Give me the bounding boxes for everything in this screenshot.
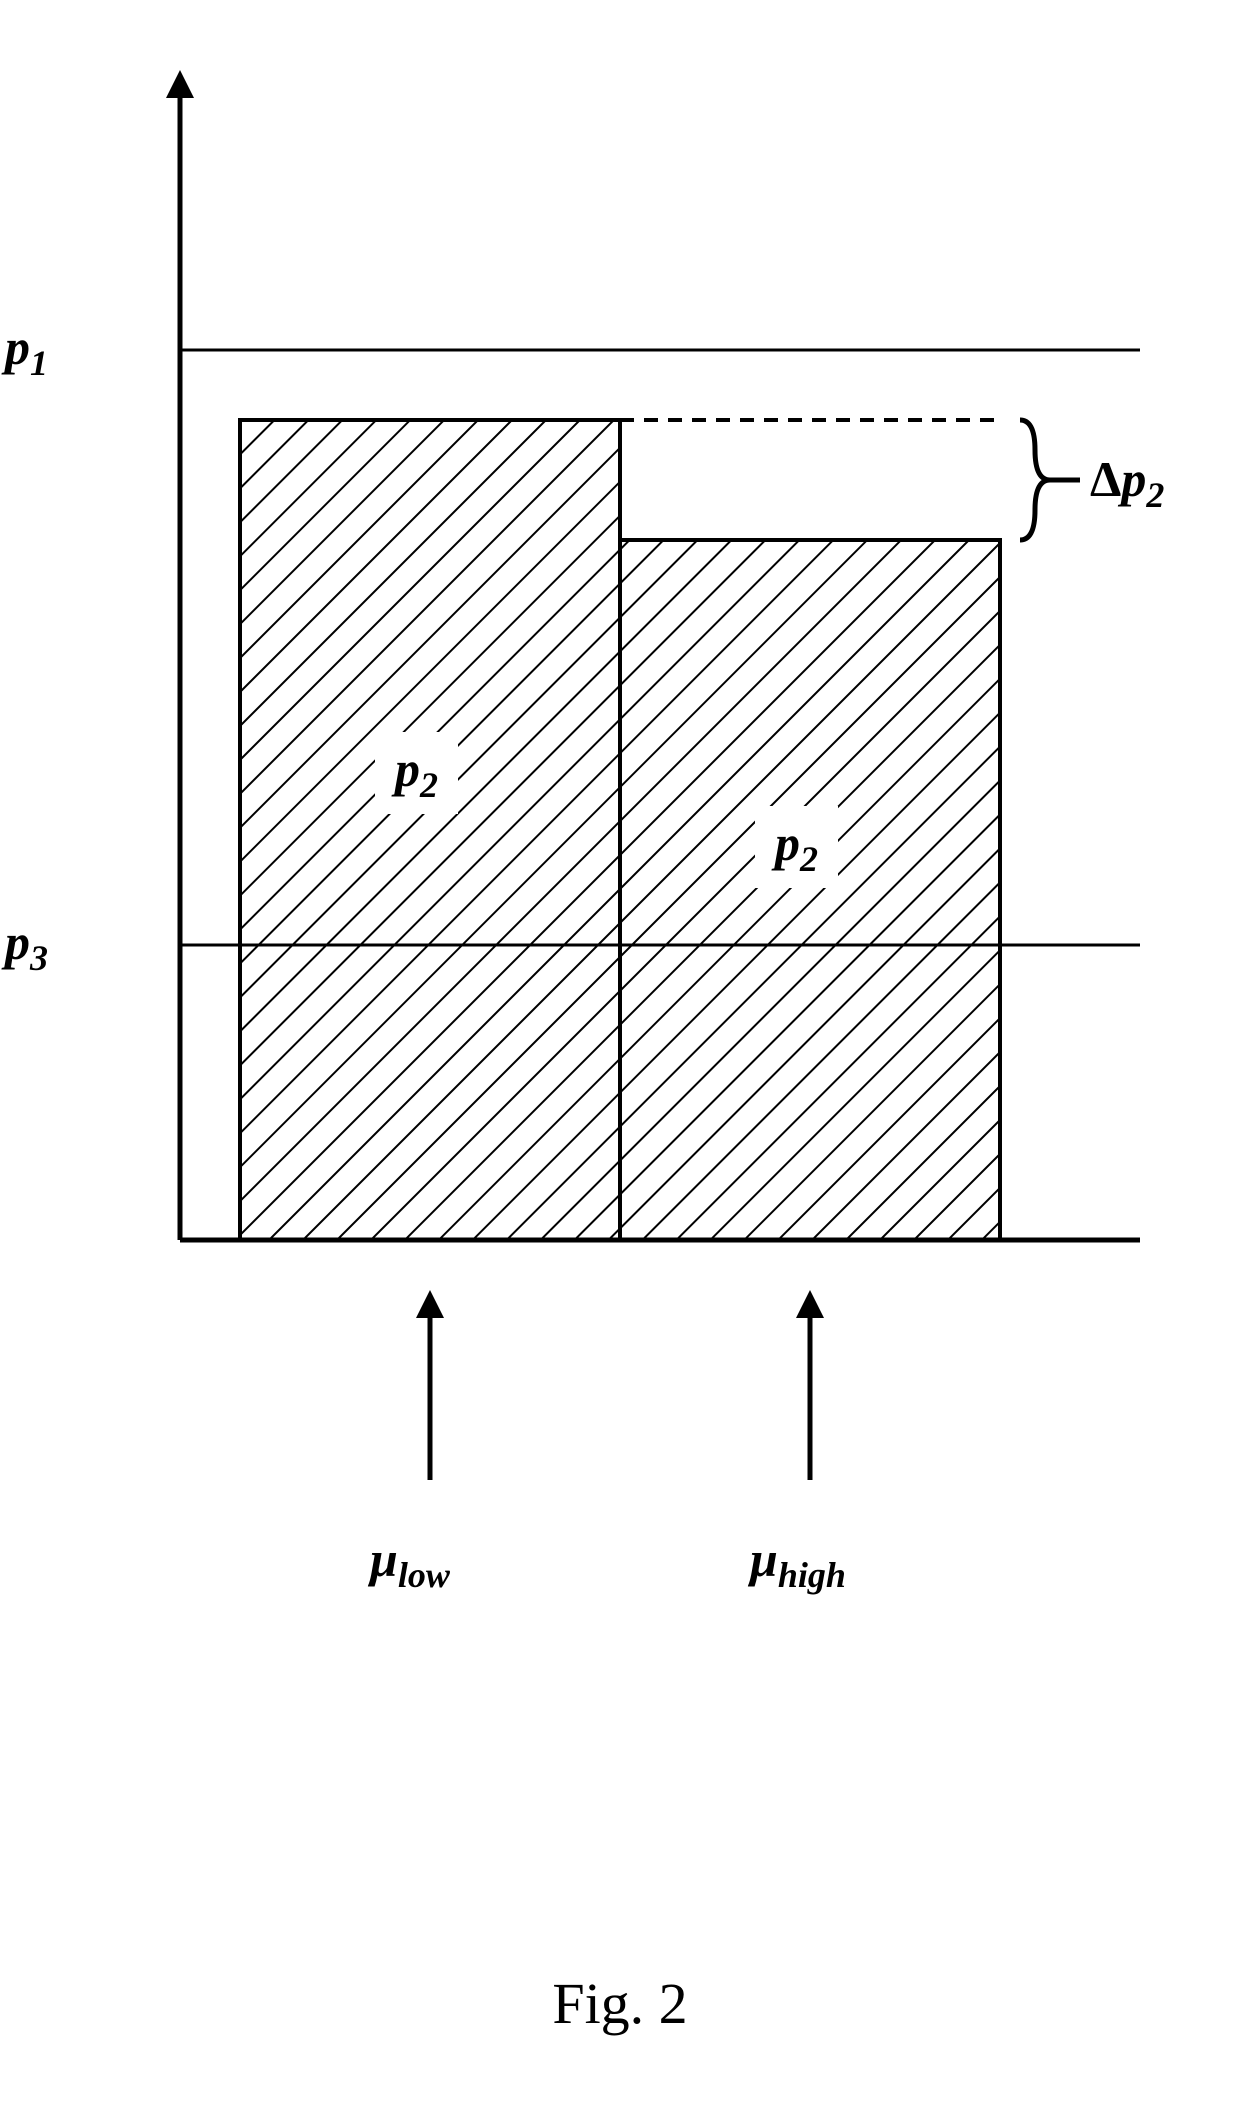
chart-container — [100, 50, 1140, 1500]
y-axis-label-p3: p3 — [5, 913, 48, 979]
bar-label-0: p2 — [375, 732, 458, 814]
bar-label-1: p2 — [755, 806, 838, 888]
figure-caption: Fig. 2 — [552, 1970, 687, 2037]
chart-svg — [100, 50, 1140, 1750]
x-axis-label-high: μhigh — [750, 1530, 846, 1596]
y-axis-label-p1: p1 — [5, 318, 48, 384]
x-axis-label-low: μlow — [370, 1530, 450, 1596]
delta-p2-label: Δp2 — [1090, 450, 1164, 516]
